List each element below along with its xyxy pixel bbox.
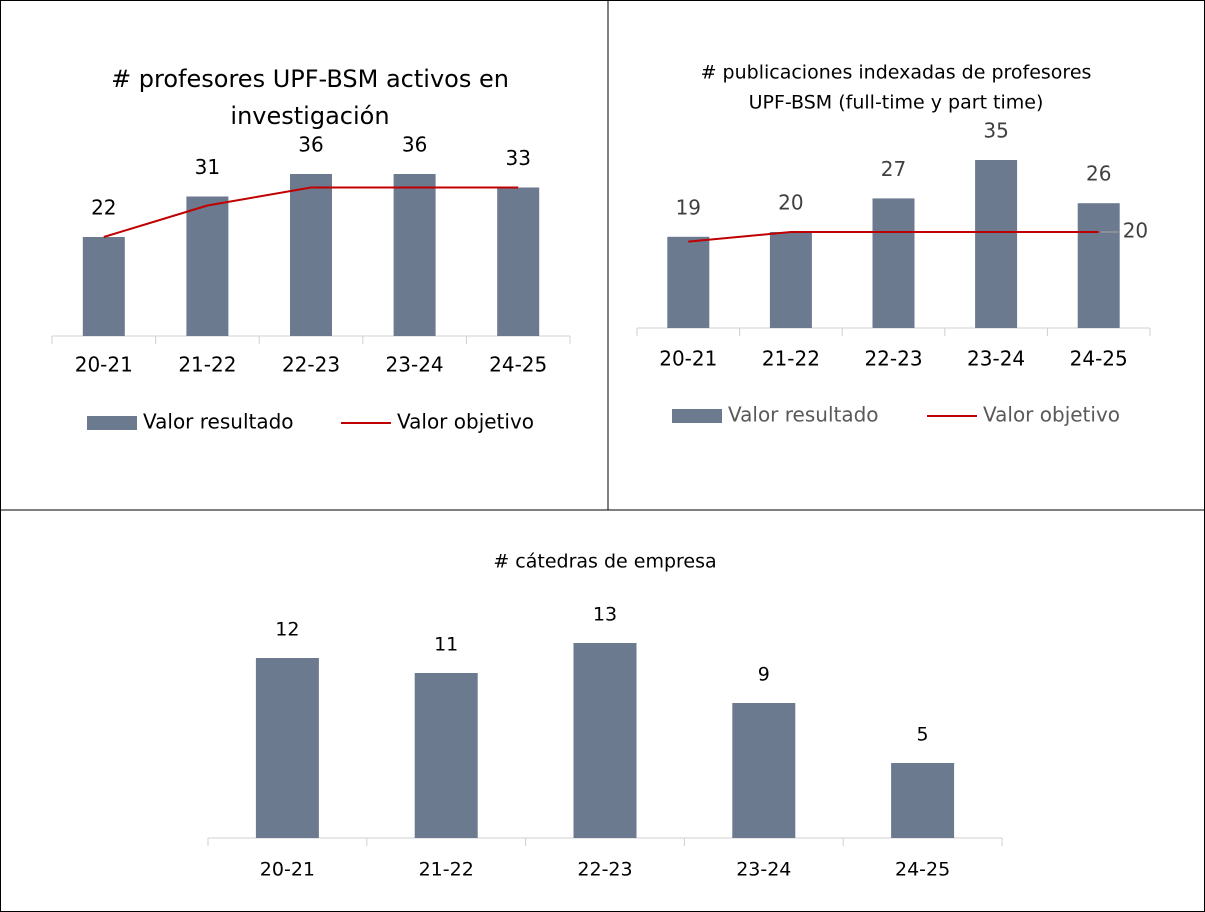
bar (667, 236, 710, 328)
data-label: 33 (505, 146, 530, 170)
bar (573, 643, 637, 838)
data-label: 31 (195, 155, 220, 179)
data-label: 36 (402, 133, 427, 157)
data-label: 12 (275, 619, 299, 641)
data-label: 5 (917, 724, 929, 746)
data-label: 13 (593, 604, 617, 626)
bar (393, 174, 436, 336)
line (103, 186, 519, 238)
x-tick-label: 22-23 (864, 347, 922, 371)
chart-title: # publicaciones indexadas de profesores (701, 62, 1092, 84)
data-label: 20 (1123, 219, 1148, 243)
x-tick-label: 24-25 (895, 859, 950, 881)
bar (769, 232, 812, 328)
bar (186, 196, 229, 336)
bar (414, 673, 478, 838)
data-label: 9 (758, 664, 770, 686)
data-label: 35 (983, 119, 1008, 143)
x-tick-label: 23-24 (967, 347, 1025, 371)
bar (82, 237, 125, 336)
data-label: 22 (91, 196, 116, 220)
data-label: 20 (778, 191, 803, 215)
data-label: 26 (1086, 162, 1111, 186)
bar (290, 174, 332, 336)
x-tick-label: 23-24 (386, 353, 444, 377)
bar (255, 658, 319, 838)
x-tick-label: 20-21 (75, 353, 133, 377)
bar (872, 198, 915, 328)
bar (1077, 203, 1120, 328)
x-tick-label: 21-22 (419, 859, 474, 881)
x-tick-label: 22-23 (577, 859, 632, 881)
data-label: 27 (881, 157, 906, 181)
data-label: 11 (434, 634, 458, 656)
bar (497, 187, 540, 336)
x-tick-label: 21-22 (178, 353, 236, 377)
legend-swatch (87, 416, 137, 430)
bar (732, 703, 796, 838)
x-tick-label: 24-25 (1070, 347, 1128, 371)
x-tick-label: 24-25 (489, 353, 547, 377)
legend-label: Valor resultado (143, 410, 294, 434)
x-tick-label: 23-24 (736, 859, 791, 881)
chart-title: # profesores UPF-BSM activos en (111, 65, 509, 93)
legend-swatch (672, 409, 722, 423)
bar (891, 763, 955, 838)
x-tick-label: 21-22 (762, 347, 820, 371)
legend-label: Valor objetivo (983, 403, 1120, 427)
chart-title: UPF-BSM (full-time y part time) (749, 92, 1044, 114)
chart-title: # cátedras de empresa (493, 551, 716, 573)
x-tick-label: 22-23 (282, 353, 340, 377)
legend-label: Valor resultado (728, 403, 879, 427)
x-tick-label: 20-21 (260, 859, 315, 881)
bar (975, 160, 1018, 328)
chart-title: investigación (230, 102, 389, 130)
line (688, 231, 1099, 243)
data-label: 36 (298, 133, 323, 157)
data-label: 19 (676, 195, 701, 219)
legend-label: Valor objetivo (397, 410, 534, 434)
x-tick-label: 20-21 (659, 347, 717, 371)
